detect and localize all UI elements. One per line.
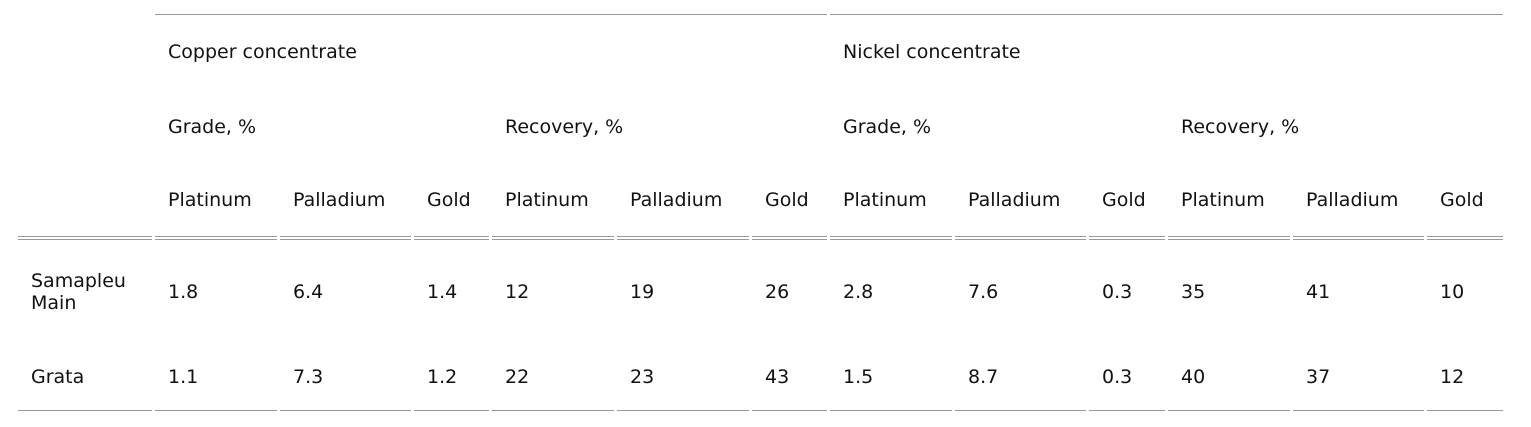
metal-header: Gold [752, 164, 827, 240]
value-cell: 37 [1293, 343, 1424, 411]
header-row: Platinum Palladium Gold Platinum Palladium Go… [18, 164, 1503, 240]
value-cell: 2.8 [843, 280, 874, 303]
table-row: Grata 1.1 7.3 1.2 22 23 43 1.5 8.7 0.3 40 37 12 [18, 343, 1503, 411]
value-cell: 7.6 [968, 280, 999, 303]
table-header: Copper concentrate Nickel concentrate Grad… [18, 14, 1503, 240]
corner-cell [18, 14, 152, 164]
value-cell: 1.4 [427, 280, 458, 303]
metal-header: Gold [1427, 164, 1503, 240]
metal-header: Platinum [492, 164, 614, 240]
value-cell: 35 [1181, 280, 1206, 303]
header-row: Copper concentrate Nickel concentrate [18, 14, 1503, 89]
value-cell: 23 [617, 343, 749, 411]
metal-header: Platinum [830, 164, 952, 240]
measure-header: Grade, % [168, 115, 257, 138]
header-row: Grade, % Recovery, % Grade, % Recovery, % [18, 89, 1503, 164]
value-cell: 19 [630, 280, 655, 303]
value-cell: 1.2 [414, 343, 489, 411]
measure-header: Recovery, % [505, 115, 624, 138]
metal-header: Palladium [280, 164, 411, 240]
row-label: Samapleu Main [31, 269, 126, 314]
value-cell: 40 [1168, 343, 1290, 411]
metal-header: Palladium [617, 164, 749, 240]
concentrate-header: Nickel concentrate [830, 14, 1503, 89]
metal-header: Palladium [955, 164, 1086, 240]
concentrate-header: Copper concentrate [155, 14, 827, 89]
value-cell: 0.3 [1089, 343, 1165, 411]
value-cell: 1.5 [830, 343, 952, 411]
value-cell: 7.3 [280, 343, 411, 411]
value-cell: 22 [492, 343, 614, 411]
measure-header: Grade, % [843, 115, 932, 138]
value-cell: 26 [765, 280, 790, 303]
measure-header: Recovery, % [1181, 115, 1300, 138]
value-cell: 12 [505, 280, 530, 303]
value-cell: 1.1 [155, 343, 277, 411]
table-body: Samapleu Main 1.8 6.4 1.4 12 19 26 2.8 7.6 0.3 35 4… [18, 240, 1503, 411]
table-row: Samapleu Main 1.8 6.4 1.4 12 19 26 2.8 7.6 0.3 35 4… [18, 240, 1503, 343]
value-cell: 0.3 [1102, 280, 1133, 303]
data-table: Copper concentrate Nickel concentrate Grad… [15, 14, 1506, 411]
metal-header: Platinum [155, 164, 277, 240]
metal-header: Gold [1089, 164, 1165, 240]
value-cell: 43 [752, 343, 827, 411]
value-cell: 6.4 [293, 280, 324, 303]
corner-cell [18, 164, 152, 240]
metal-header: Palladium [1293, 164, 1424, 240]
value-cell: 8.7 [955, 343, 1086, 411]
value-cell: 12 [1427, 343, 1503, 411]
metal-header: Gold [414, 164, 489, 240]
value-cell: 41 [1306, 280, 1331, 303]
value-cell: 1.8 [168, 280, 199, 303]
value-cell: 10 [1440, 280, 1465, 303]
row-label: Grata [18, 343, 152, 411]
metal-header: Platinum [1168, 164, 1290, 240]
